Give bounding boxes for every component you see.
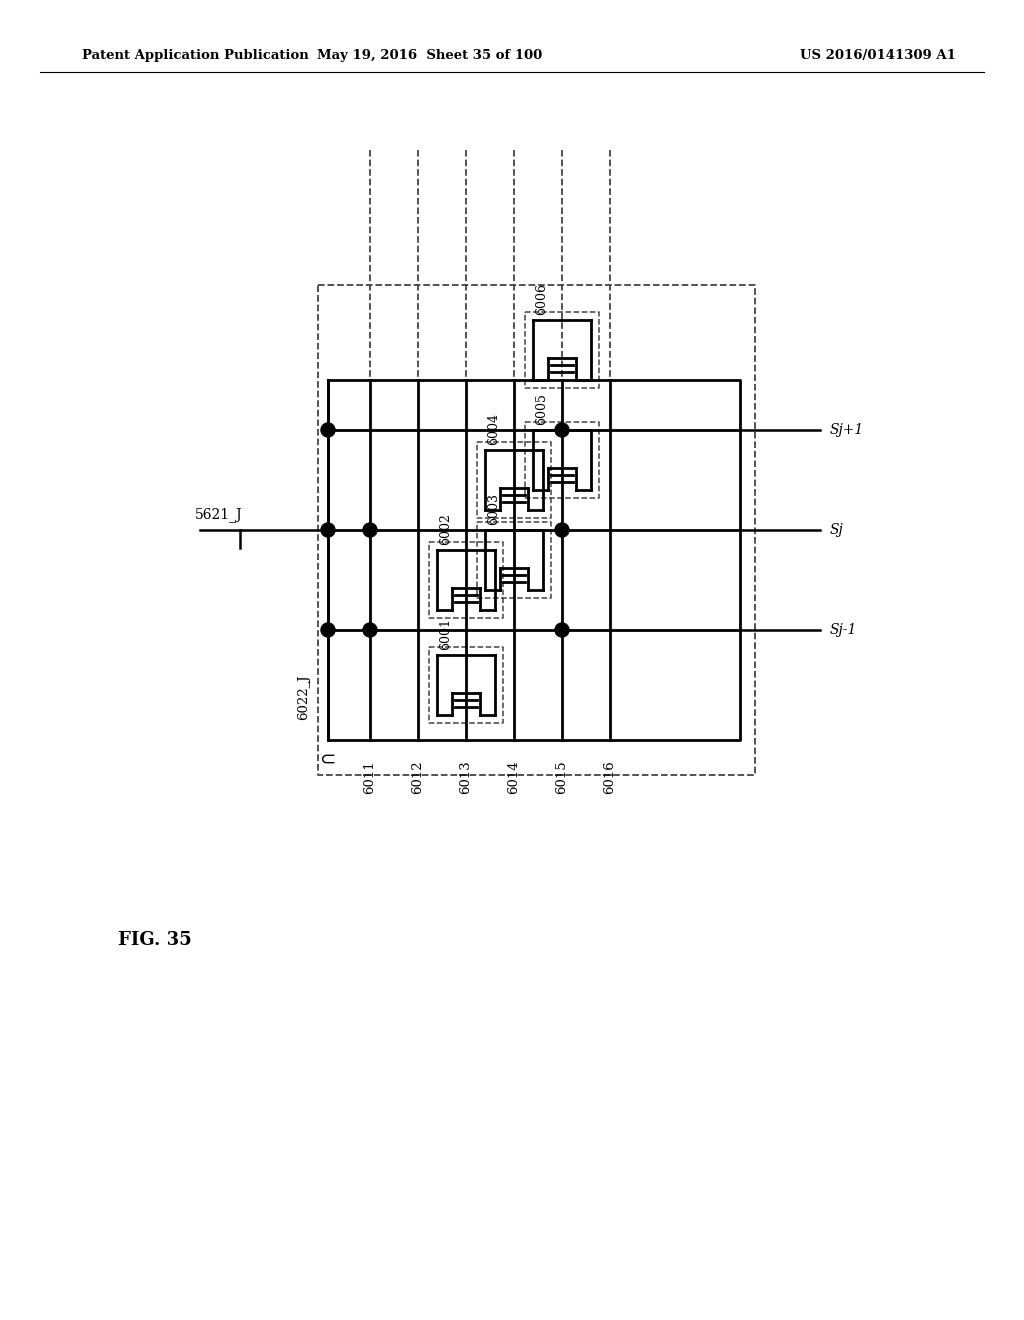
Text: May 19, 2016  Sheet 35 of 100: May 19, 2016 Sheet 35 of 100 — [317, 49, 543, 62]
Text: 6001: 6001 — [439, 618, 452, 649]
Text: 6003: 6003 — [487, 492, 500, 525]
Text: 6022_J: 6022_J — [297, 675, 310, 719]
Text: 5621_J: 5621_J — [195, 507, 243, 521]
Circle shape — [362, 623, 377, 638]
Text: $\subset$: $\subset$ — [315, 750, 336, 768]
Text: Sj: Sj — [830, 523, 844, 537]
Circle shape — [362, 523, 377, 537]
Circle shape — [321, 523, 335, 537]
Text: 6006: 6006 — [535, 282, 548, 315]
Text: 6002: 6002 — [439, 513, 452, 545]
Text: Sj+1: Sj+1 — [830, 422, 864, 437]
Circle shape — [321, 422, 335, 437]
Circle shape — [555, 422, 569, 437]
Text: Patent Application Publication: Patent Application Publication — [82, 49, 309, 62]
Text: FIG. 35: FIG. 35 — [118, 931, 191, 949]
Text: 6015: 6015 — [555, 760, 568, 793]
Text: US 2016/0141309 A1: US 2016/0141309 A1 — [800, 49, 955, 62]
Text: 6013: 6013 — [460, 760, 472, 793]
Text: 6014: 6014 — [508, 760, 520, 793]
Circle shape — [321, 623, 335, 638]
Text: 6012: 6012 — [412, 760, 425, 793]
Text: 6004: 6004 — [487, 413, 500, 445]
Text: Sj-1: Sj-1 — [830, 623, 857, 638]
Text: 6016: 6016 — [603, 760, 616, 793]
Text: 6005: 6005 — [535, 393, 548, 425]
Circle shape — [555, 623, 569, 638]
Text: 6011: 6011 — [364, 760, 377, 793]
Circle shape — [555, 523, 569, 537]
